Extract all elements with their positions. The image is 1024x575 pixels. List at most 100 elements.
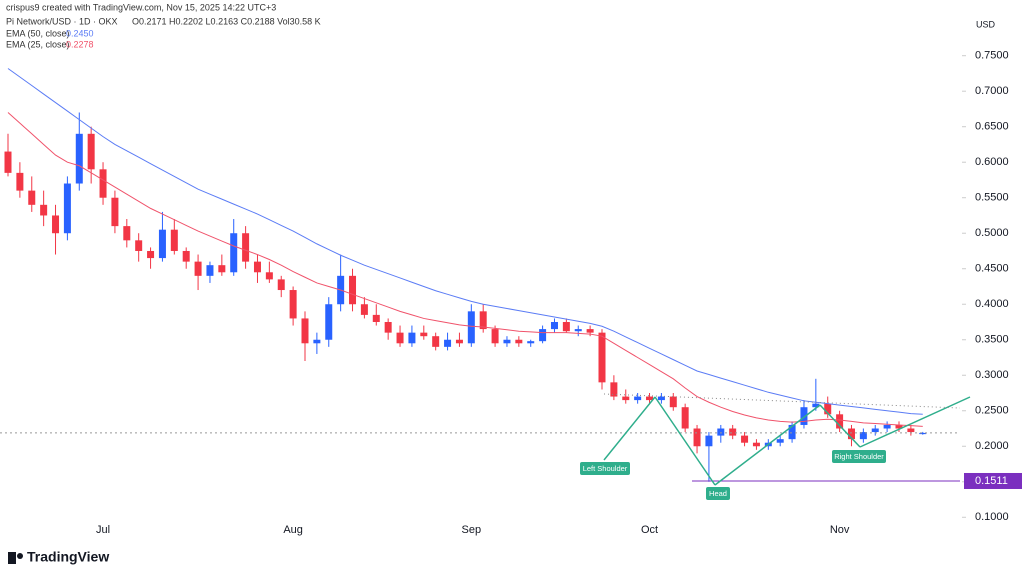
ohlcv: O0.2171 H0.2202 L0.2163 C0.2188 Vol30.58…: [132, 16, 321, 26]
logo: TradingView: [8, 549, 109, 565]
candle-body: [360, 304, 368, 315]
y-tick-label: 0.4500: [975, 263, 1009, 275]
candle-body: [812, 403, 820, 408]
candle-body: [598, 332, 606, 383]
candle-body: [313, 339, 321, 344]
legend-name: EMA (50, close): [6, 28, 70, 38]
candle-body: [87, 133, 95, 170]
candle-body: [420, 332, 428, 337]
candle-body: [372, 314, 380, 322]
neckline: [603, 393, 961, 409]
annotation-box: [706, 487, 730, 500]
x-tick-label: Oct: [641, 524, 658, 536]
y-tick-label: 0.3000: [975, 369, 1009, 381]
credit: crispus9 created with TradingView.com, N…: [6, 2, 276, 12]
x-tick-label: Jul: [96, 524, 110, 536]
y-tick-label: 0.6000: [975, 156, 1009, 168]
y-tick-label: 0.3500: [975, 334, 1009, 346]
candle-body: [836, 414, 844, 429]
candle-body: [16, 172, 24, 191]
legend-name: EMA (25, close): [6, 39, 70, 49]
candle-body: [788, 424, 796, 440]
candle-body: [895, 424, 903, 429]
candle-body: [325, 304, 333, 340]
pattern-line: [859, 396, 971, 448]
candle-body: [729, 428, 737, 436]
legend-value: 0.2450: [66, 28, 94, 38]
annotation-box: [580, 462, 630, 475]
candle-body: [444, 339, 452, 347]
candle-body: [99, 169, 107, 198]
candle-body: [634, 396, 642, 401]
candle-body: [919, 432, 927, 435]
candle-body: [479, 311, 487, 330]
candle-body: [871, 428, 879, 433]
pattern-line: [819, 404, 861, 448]
candle-body: [147, 250, 155, 259]
candle-body: [681, 407, 689, 429]
candle-body: [669, 396, 677, 408]
candle-body: [527, 341, 535, 344]
legend-value: 0.2278: [66, 39, 94, 49]
annotation: Left Shoulder: [583, 464, 628, 473]
candle-body: [800, 407, 808, 425]
candle-body: [277, 279, 285, 291]
candle-body: [123, 226, 131, 241]
support-tag: [964, 472, 1022, 489]
axis-unit: USD: [976, 19, 996, 29]
candle-body: [847, 428, 855, 440]
candle-body: [135, 240, 143, 251]
candle-body: [622, 396, 630, 401]
candle-body: [4, 151, 12, 173]
candle-body: [206, 265, 214, 276]
candle-body: [52, 215, 60, 234]
y-tick-label: 0.2000: [975, 440, 1009, 452]
annotation: Right Shoulder: [834, 452, 884, 461]
logo-mark: [17, 553, 23, 559]
candle-body: [158, 229, 166, 259]
annotation: Head: [709, 489, 727, 498]
candle-body: [265, 272, 273, 280]
candle-body: [301, 318, 309, 344]
candle-body: [170, 229, 178, 251]
candle-body: [194, 261, 202, 276]
candle-body: [776, 439, 784, 443]
candle-body: [539, 329, 547, 342]
y-tick-label: 0.1000: [975, 511, 1009, 523]
candle-body: [289, 290, 297, 319]
logo-mark: [8, 552, 16, 564]
candle-body: [752, 442, 760, 447]
y-tick-label: 0.7500: [975, 50, 1009, 62]
candle-body: [824, 403, 832, 415]
candle-body: [693, 428, 701, 447]
candle-body: [230, 233, 238, 273]
candle-body: [741, 435, 749, 443]
candle-body: [907, 428, 915, 433]
pattern-line: [714, 404, 821, 486]
candle-body: [408, 332, 416, 344]
pattern-line: [603, 396, 656, 461]
ema-line: [7, 112, 923, 427]
candle-body: [384, 321, 392, 333]
candle-body: [705, 435, 713, 447]
y-tick-label: 0.5500: [975, 192, 1009, 204]
candle-body: [182, 250, 190, 262]
candle-body: [349, 275, 357, 305]
support-label: 0.1511: [975, 475, 1008, 487]
candle-body: [396, 332, 404, 344]
candle-body: [717, 428, 725, 436]
candle-body: [646, 396, 654, 401]
annotation-box: [832, 450, 886, 463]
candle-body: [491, 329, 499, 344]
candle-body: [242, 233, 250, 262]
candle-body: [40, 204, 48, 216]
candle-body: [562, 321, 570, 332]
candle-body: [75, 133, 83, 184]
candle-body: [883, 424, 891, 429]
candle-body: [253, 261, 261, 273]
candle-body: [467, 311, 475, 344]
candle-body: [218, 265, 226, 273]
candle-body: [503, 339, 511, 344]
candle-body: [111, 197, 119, 227]
